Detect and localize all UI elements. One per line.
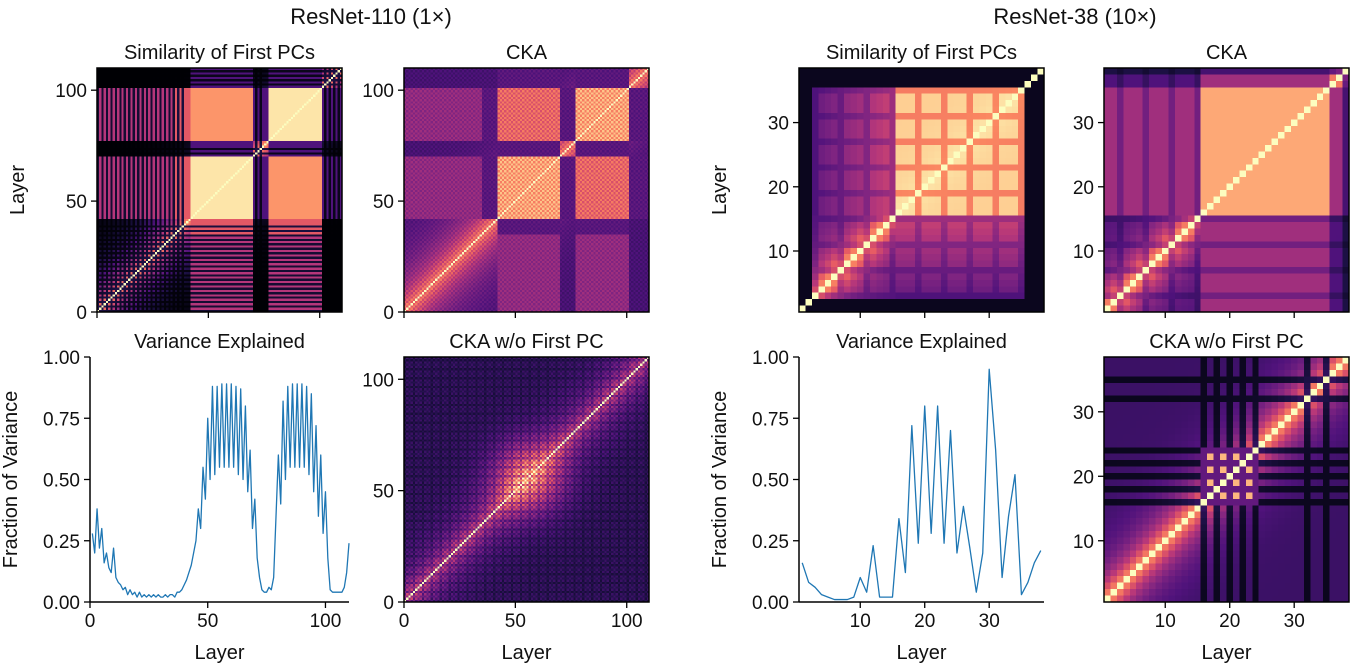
heatmap-cells-r110-first-pc: [97, 68, 342, 312]
series-line-r38-variance: [801, 368, 1042, 601]
chart-title-r38-cka-wo: CKA w/o First PC: [1149, 331, 1303, 353]
y-tick-label-r38-cka-10: 10: [1073, 242, 1094, 263]
y-tick-label-r38-variance-1: 1.00: [752, 348, 789, 369]
series-line-r110-variance: [91, 383, 350, 598]
heatmap-cells-r38-cka-wo: [1104, 357, 1349, 602]
y-tick-label-r110-first-pc-0: 0: [76, 303, 87, 324]
chart-title-r38-variance: Variance Explained: [836, 331, 1007, 353]
chart-title-r110-variance: Variance Explained: [134, 331, 305, 353]
y-tick-label-r38-cka-wo-10: 10: [1073, 532, 1094, 553]
y-tick-label-r110-cka-wo-0: 0: [383, 593, 394, 614]
y-tick-label-r38-cka-20: 20: [1073, 178, 1094, 199]
heatmap-cells-r110-cka-wo: [404, 357, 649, 602]
y-tick-label-r110-cka-wo-50: 50: [373, 482, 394, 503]
x-tick-label-r38-cka-wo-20: 20: [1219, 611, 1240, 632]
x-axis-label-r38-variance: Layer: [896, 642, 946, 664]
x-tick-label-r38-variance-20: 20: [914, 611, 935, 632]
chart-title-r110-cka: CKA: [506, 42, 548, 64]
plot-frame-r38-cka: [1103, 67, 1350, 313]
y-tick-label-r110-first-pc-50: 50: [66, 192, 87, 213]
y-tick-label-r38-variance-0: 0.00: [752, 593, 789, 614]
x-tick-label-r110-cka-wo-0: 0: [399, 611, 410, 632]
x-tick-label-r38-cka-wo-30: 30: [1284, 611, 1305, 632]
y-tick-label-r38-first-pc-20: 20: [768, 178, 789, 199]
y-tick-label-r38-variance-0.25: 0.25: [752, 532, 789, 553]
y-tick-label-r110-variance-0.5: 0.50: [43, 471, 80, 492]
x-tick-label-r38-variance-30: 30: [979, 611, 1000, 632]
x-tick-label-r110-variance-0: 0: [85, 611, 96, 632]
y-axis-label-r110-first-pc: Layer: [7, 165, 29, 215]
y-tick-label-r110-cka-0: 0: [383, 303, 394, 324]
chart-title-r110-first-pc: Similarity of First PCs: [124, 42, 315, 64]
heatmap-cells-r38-cka: [1104, 68, 1349, 312]
y-tick-label-r38-variance-0.5: 0.50: [752, 471, 789, 492]
chart-title-r38-cka: CKA: [1206, 42, 1248, 64]
x-tick-label-r110-variance-50: 50: [197, 611, 218, 632]
plot-frame-r38-cka-wo: [1103, 356, 1350, 603]
plot-frame-r110-first-pc: [96, 67, 343, 313]
y-tick-label-r38-cka-wo-20: 20: [1073, 467, 1094, 488]
x-tick-label-r110-cka-wo-100: 100: [611, 611, 643, 632]
y-tick-label-r38-cka-wo-30: 30: [1073, 403, 1094, 424]
plot-frame-r38-first-pc: [798, 67, 1045, 313]
heatmap-cells-r38-first-pc: [799, 68, 1044, 312]
heatmap-cells-r110-cka: [404, 68, 649, 312]
group-title-resnet38: ResNet-38 (10×): [993, 4, 1156, 29]
y-tick-label-r38-cka-30: 30: [1073, 114, 1094, 135]
y-axis-label-r110-variance: Fraction of Variance: [0, 391, 22, 569]
x-tick-label-r110-cka-wo-50: 50: [505, 611, 526, 632]
y-axis-label-r38-first-pc: Layer: [709, 165, 731, 215]
y-tick-label-r110-variance-0.25: 0.25: [43, 532, 80, 553]
y-tick-label-r110-cka-50: 50: [373, 192, 394, 213]
y-tick-label-r110-variance-0: 0.00: [43, 593, 80, 614]
x-tick-label-r38-variance-10: 10: [850, 611, 871, 632]
chart-title-r38-first-pc: Similarity of First PCs: [826, 42, 1017, 64]
y-tick-label-r110-first-pc-100: 100: [55, 81, 87, 102]
x-tick-label-r38-cka-wo-10: 10: [1155, 611, 1176, 632]
y-tick-label-r110-variance-1: 1.00: [43, 348, 80, 369]
chart-title-r110-cka-wo: CKA w/o First PC: [449, 331, 603, 353]
plot-frame-r110-cka: [403, 67, 650, 313]
x-axis-label-r110-cka-wo: Layer: [501, 642, 551, 664]
plot-frame-r110-cka-wo: [403, 356, 650, 603]
x-tick-label-r110-variance-100: 100: [310, 611, 342, 632]
y-tick-label-r38-variance-0.75: 0.75: [752, 409, 789, 430]
group-title-resnet110: ResNet-110 (1×): [290, 4, 452, 29]
y-tick-label-r110-cka-100: 100: [362, 81, 394, 102]
y-tick-label-r38-first-pc-10: 10: [768, 242, 789, 263]
y-tick-label-r110-cka-wo-100: 100: [362, 370, 394, 391]
y-tick-label-r38-first-pc-30: 30: [768, 114, 789, 135]
y-tick-label-r110-variance-0.75: 0.75: [43, 409, 80, 430]
x-axis-label-r38-cka-wo: Layer: [1201, 642, 1251, 664]
x-axis-label-r110-variance: Layer: [194, 642, 244, 664]
y-axis-label-r38-variance: Fraction of Variance: [709, 391, 731, 569]
